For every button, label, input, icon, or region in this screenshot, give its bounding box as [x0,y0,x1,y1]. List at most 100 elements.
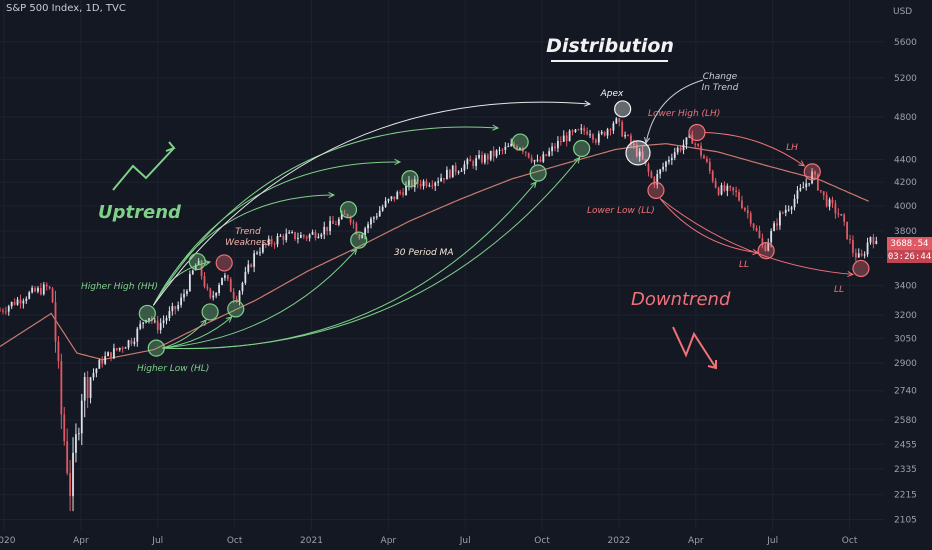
candle-body [171,306,174,312]
candle-body [483,154,486,163]
y-tick-label: 3400 [894,281,917,291]
candle-body [600,131,603,134]
candle-body [279,235,282,237]
candle-body [326,226,329,231]
candle-body [682,144,685,151]
candle-body [808,183,811,185]
candle-body [624,135,627,137]
lower-low-label: Lower Low (LL) [587,206,655,216]
candle-body [589,134,591,136]
candle-body [340,213,343,220]
candle-body [408,180,410,186]
candle-body [197,260,200,266]
candle-body [165,318,168,321]
candle-body [539,159,542,162]
candle-body [113,348,115,359]
candle-body [583,128,586,132]
candle-body [69,472,72,497]
candle-body [866,242,869,255]
candle-body [852,240,854,253]
candle-body [45,284,48,287]
candle-body [37,287,39,292]
y-tick-label: 5600 [894,38,917,48]
higher-high-label: Higher High (HH) [81,282,158,292]
candle-body [405,185,407,196]
candle-body [492,150,495,157]
arrow-hh-apex [152,101,591,306]
candle-body [863,254,866,256]
countdown-badge: 03:26:44 [887,250,932,263]
candle-body [349,216,352,223]
distribution-title: Distribution [546,35,674,57]
candle-body [0,310,1,312]
candle-body [708,161,711,172]
candle-body [215,292,218,296]
candle-body [188,274,191,292]
candle-body [130,340,133,344]
arrow-hl-3-head [351,248,358,256]
arrow-curves-layer [152,79,855,350]
candle-body [314,232,317,239]
candle-body [335,223,337,225]
candle-body [717,187,720,195]
marker-green-hl [529,164,547,182]
candle-body [98,359,101,369]
y-tick-label: 5200 [894,74,917,84]
candle-body [425,181,428,186]
y-tick-label: 2900 [894,359,917,369]
candle-body [186,291,188,294]
candle-body [793,198,796,208]
candle-body [221,277,223,285]
candle-body [396,192,399,200]
arrow-hl-5-head [574,156,581,164]
ma-label: 30 Period MA [394,248,453,258]
candle-body [332,220,334,224]
candle-body [802,187,805,189]
candle-body [410,180,413,188]
trend-weakness-label-2: Weakness [225,238,271,248]
candle-body [565,135,568,142]
candle-body [370,218,372,225]
candle-body [352,222,355,224]
candle-body [825,195,828,207]
candle-body [790,207,793,210]
x-tick-label: Apr [73,536,89,546]
candle-body [594,139,597,143]
candle-body [153,320,156,322]
candle-body [767,242,770,251]
candle-body [819,190,822,192]
arrow-hl-1-head [200,319,207,326]
marker-green-hh [138,304,156,323]
candle-body [302,235,305,237]
candle-body [875,241,878,244]
candle-body [250,264,253,267]
marker-red-weakness [215,254,233,272]
y-tick-label: 4400 [894,155,917,165]
candle-body [568,130,571,142]
candle-body [630,135,632,144]
candle-body [361,235,364,239]
candle-body [697,143,700,146]
y-tick-label: 3200 [894,311,917,321]
candle-body [679,147,682,151]
candle-body [72,452,74,497]
x-tick-label: 2021 [300,536,323,546]
candle-body [831,199,834,204]
candle-body [454,165,457,173]
candle-body [133,341,136,344]
candle-body [448,169,451,178]
candle-body [872,236,875,244]
candle-body [799,188,802,191]
arrow-hl-2-head [225,316,233,323]
candle-body [554,146,556,149]
candle-body [419,184,422,187]
arrow-hh-1-head [204,259,212,266]
candle-body [466,159,469,165]
candle-body [805,183,808,188]
candle-body [738,192,740,201]
arrow-hh-2-head [328,191,336,199]
marker-red-ll [647,181,665,200]
candle-body [559,141,562,143]
